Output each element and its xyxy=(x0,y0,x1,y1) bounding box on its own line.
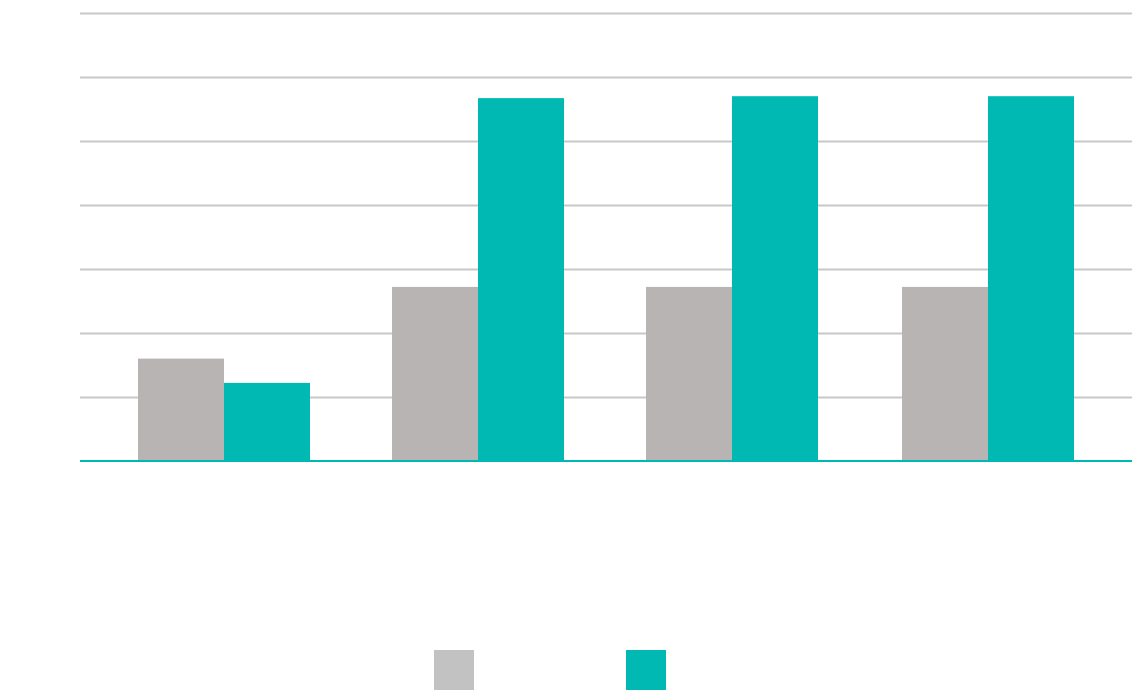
bar-series-2-category-3 xyxy=(732,96,818,461)
gridlines xyxy=(80,12,1132,399)
legend-swatch-series-2 xyxy=(626,650,666,690)
bars xyxy=(138,96,1074,462)
legend xyxy=(434,650,666,690)
bar-series-2-category-1 xyxy=(224,382,310,461)
bar-series-1-category-4 xyxy=(902,286,988,461)
bar-series-1-category-3 xyxy=(646,286,732,461)
legend-swatch-series-1 xyxy=(434,650,474,690)
bar-series-1-category-1 xyxy=(138,358,224,461)
bar-series-2-category-2 xyxy=(478,98,564,462)
bar-series-1-category-2 xyxy=(392,286,478,461)
bar-series-2-category-4 xyxy=(988,96,1074,461)
